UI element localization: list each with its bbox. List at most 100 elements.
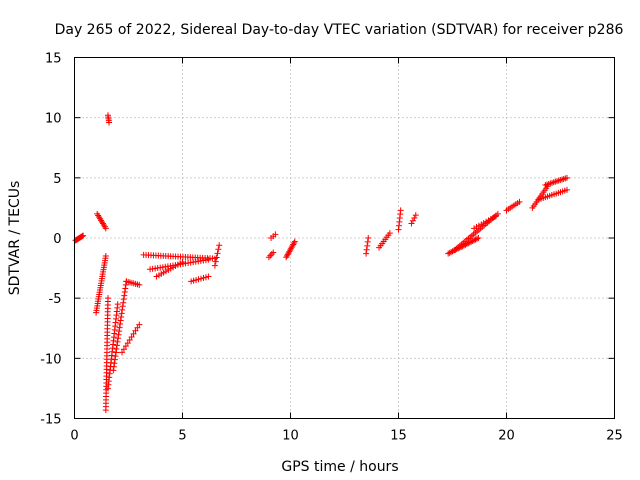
data-point	[475, 235, 482, 241]
data-point	[104, 295, 111, 302]
data-point	[472, 236, 479, 243]
data-point	[80, 232, 87, 239]
data-point	[119, 303, 126, 310]
data-point	[272, 231, 279, 238]
data-point	[448, 249, 455, 256]
data-point	[270, 249, 277, 256]
x-tick-label: 20	[498, 429, 515, 444]
data-point	[128, 333, 135, 340]
data-point	[214, 250, 221, 257]
data-point	[122, 281, 129, 288]
data-points	[72, 112, 570, 414]
data-point	[120, 296, 127, 303]
data-point	[113, 345, 120, 352]
data-point	[213, 254, 220, 261]
data-point	[365, 235, 372, 241]
data-point	[115, 335, 122, 342]
data-point	[363, 246, 370, 253]
grid	[74, 57, 615, 419]
data-point	[132, 327, 139, 334]
x-tick-label: 25	[606, 429, 623, 444]
data-point	[119, 306, 126, 313]
data-point	[126, 337, 133, 344]
data-point	[563, 174, 570, 181]
x-axis-label: GPS time / hours	[281, 459, 398, 475]
y-tick-label: -10	[40, 352, 61, 367]
data-point	[116, 328, 123, 335]
tick-labels: 0 5 10 15 20 25 15 10 5 0 -5 -10 -15	[40, 52, 623, 444]
y-tick-label: 0	[53, 232, 61, 247]
x-tick-label: 0	[70, 429, 78, 444]
data-point	[117, 317, 124, 324]
data-point	[118, 310, 125, 317]
chart-title: Day 265 of 2022, Sidereal Day-to-day VTE…	[55, 22, 624, 38]
data-point	[211, 262, 218, 269]
data-point	[119, 349, 126, 356]
data-point	[134, 324, 141, 331]
data-point	[473, 235, 480, 242]
data-point	[116, 324, 123, 331]
data-point	[409, 217, 416, 224]
data-point	[563, 186, 570, 193]
data-point	[466, 239, 473, 246]
data-point	[411, 214, 418, 221]
data-point	[179, 259, 186, 266]
data-point	[112, 349, 119, 356]
data-point	[397, 207, 404, 214]
data-point	[111, 360, 118, 367]
data-point	[386, 230, 393, 237]
data-point	[468, 238, 475, 245]
data-point	[412, 212, 419, 219]
data-point	[516, 198, 523, 205]
y-axis-label: SDTVAR / TECUs	[7, 181, 23, 296]
data-point	[102, 253, 109, 260]
plot-frame	[74, 57, 615, 419]
x-tick-label: 15	[390, 429, 407, 444]
data-point	[118, 313, 125, 320]
data-point	[115, 331, 122, 338]
data-point	[363, 250, 370, 257]
data-point	[102, 225, 109, 232]
data-point	[124, 340, 131, 347]
y-tick-label: 15	[45, 52, 62, 67]
data-point	[291, 240, 298, 247]
data-point	[122, 343, 129, 350]
data-point	[446, 249, 453, 256]
y-tick-label: 5	[53, 172, 61, 187]
data-point	[215, 246, 222, 253]
data-point	[445, 250, 452, 257]
data-point	[122, 285, 129, 292]
data-point	[111, 356, 118, 363]
data-point	[291, 238, 298, 245]
data-point	[364, 238, 371, 245]
data-point	[106, 119, 113, 126]
y-tick-label: -5	[49, 292, 62, 307]
data-point	[110, 363, 117, 370]
data-point	[117, 321, 124, 328]
y-tick-label: 10	[45, 112, 62, 127]
data-point	[205, 273, 212, 280]
data-point	[114, 342, 121, 349]
data-point	[130, 330, 137, 337]
y-tick-label: -15	[40, 413, 61, 428]
x-tick-label: 10	[282, 429, 299, 444]
data-point	[114, 338, 121, 345]
x-tick-label: 5	[178, 429, 186, 444]
data-point	[110, 367, 117, 374]
data-point	[492, 213, 499, 220]
data-point	[120, 346, 127, 353]
data-point	[136, 321, 143, 328]
data-point	[469, 237, 476, 244]
data-point	[364, 242, 371, 249]
data-point	[136, 281, 143, 288]
data-point	[408, 220, 415, 227]
data-point	[121, 292, 128, 299]
data-point	[216, 242, 223, 249]
data-point	[471, 237, 478, 244]
data-point	[205, 256, 212, 263]
data-point	[212, 258, 219, 265]
data-point	[121, 289, 128, 296]
data-point	[120, 299, 127, 306]
data-point	[114, 301, 121, 308]
